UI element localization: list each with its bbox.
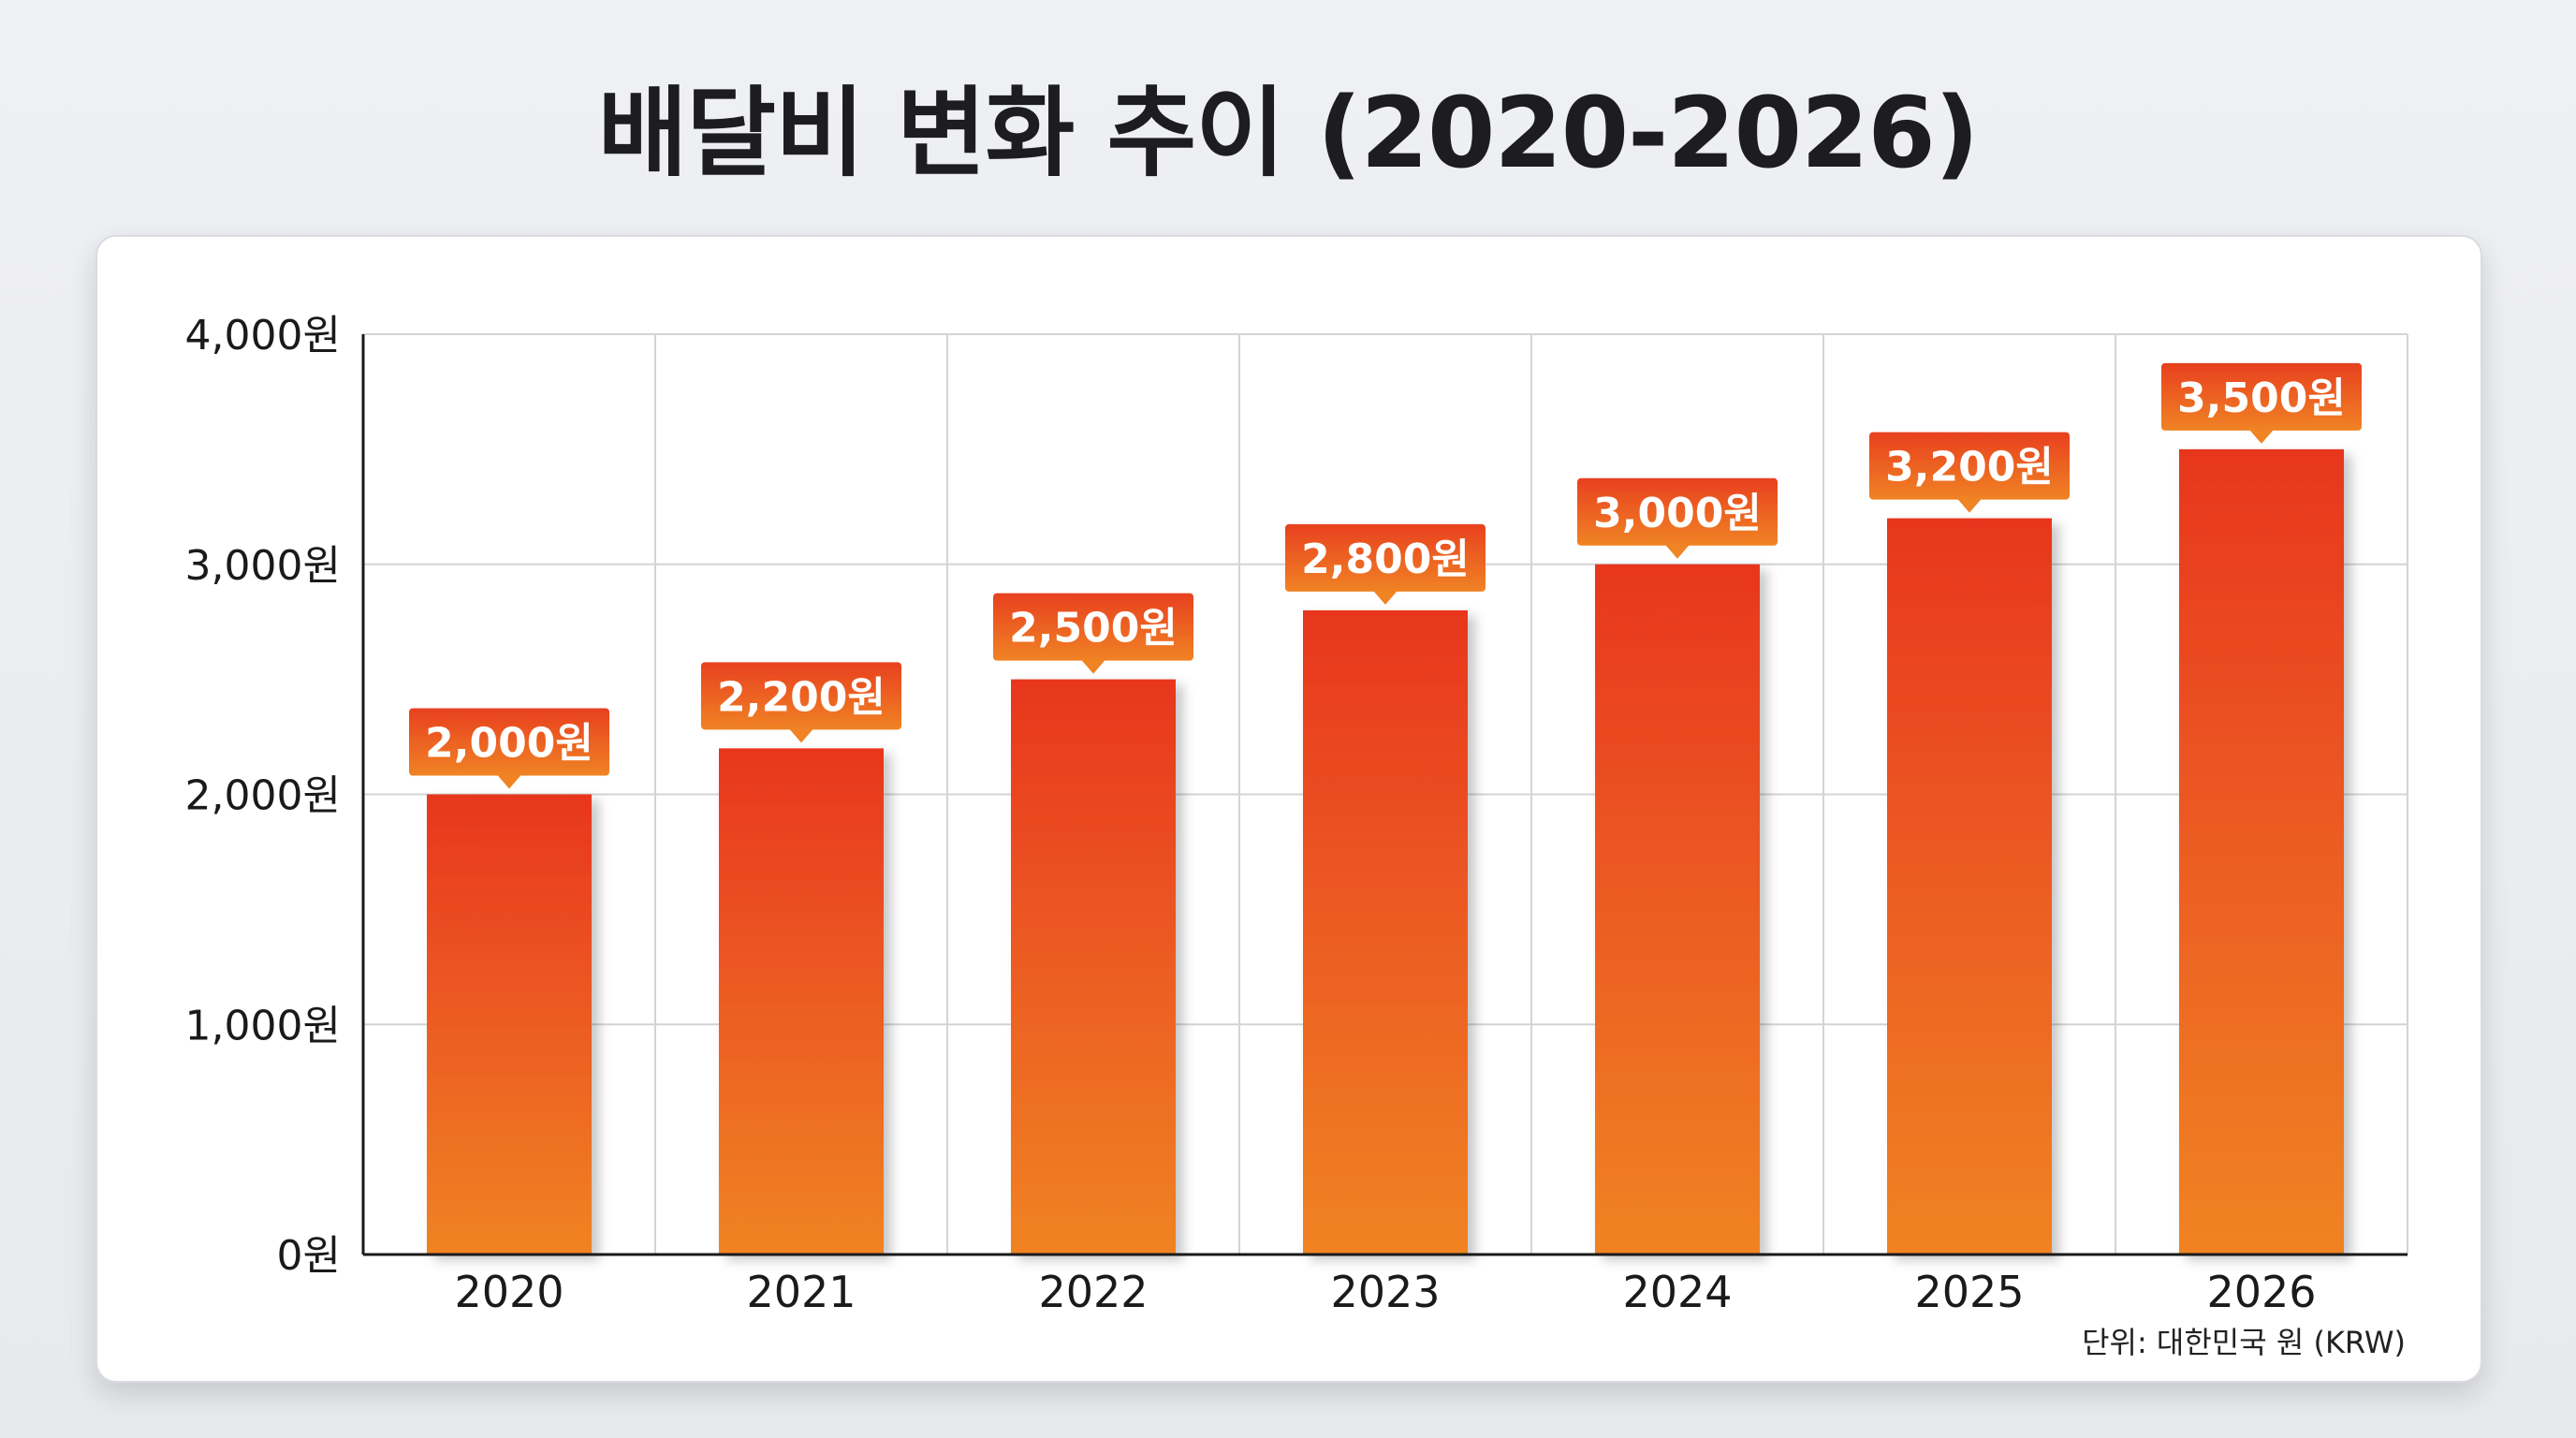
value-label-2025: 3,200원 <box>1869 432 2070 513</box>
x-tick-label: 2021 <box>746 1267 856 1317</box>
value-label-text: 3,200원 <box>1885 444 2054 492</box>
value-label-text: 2,000원 <box>425 720 593 768</box>
value-label-pointer <box>789 728 813 743</box>
value-label-pointer <box>2249 429 2274 444</box>
unit-note: 단위: 대한민국 원 (KRW) <box>2082 1325 2406 1360</box>
bar-2020 <box>427 794 592 1255</box>
value-label-box <box>701 662 901 730</box>
value-label-pointer <box>1373 590 1398 605</box>
value-label-2023: 2,800원 <box>1285 523 1486 605</box>
bar-2021 <box>719 748 884 1255</box>
chart-card: 2,000원 2,200원 2,500원 2,800원 3,000원 3,200원 3,50… <box>95 235 2482 1383</box>
value-label-2026: 3,500원 <box>2161 362 2362 444</box>
value-label-pointer <box>1665 544 1690 559</box>
y-tick-label: 0원 <box>277 1232 341 1280</box>
value-label-text: 3,000원 <box>1593 490 1762 537</box>
value-label-2020: 2,000원 <box>409 708 609 789</box>
value-label-text: 2,800원 <box>1301 536 1470 583</box>
value-label-box <box>1577 477 1778 546</box>
bar-chart: 2,000원 2,200원 2,500원 2,800원 3,000원 3,200원 3,50… <box>185 312 2408 1317</box>
y-tick-label: 2,000원 <box>185 772 341 820</box>
value-label-pointer <box>1081 659 1105 674</box>
value-label-box <box>1869 432 2070 500</box>
value-label-box <box>993 593 1193 661</box>
x-tick-label: 2025 <box>1914 1267 2024 1317</box>
value-labels: 2,000원 2,200원 2,500원 2,800원 3,000원 3,200원 3,50… <box>409 362 2362 789</box>
y-tick-label: 3,000원 <box>185 542 341 590</box>
y-tick-label: 4,000원 <box>185 312 341 360</box>
value-label-2021: 2,200원 <box>701 662 901 743</box>
value-label-box <box>2161 362 2362 431</box>
bar-2022 <box>1011 679 1176 1255</box>
axes: 0원 1,000원 2,000원 3,000원 4,000원 2020 2021 2022 20… <box>185 312 2408 1317</box>
bar-2026 <box>2179 448 2344 1255</box>
bar-2025 <box>1887 518 2052 1255</box>
value-label-text: 2,500원 <box>1009 605 1178 653</box>
value-label-text: 3,500원 <box>2177 374 2346 422</box>
value-label-text: 2,200원 <box>717 673 886 721</box>
bar-2023 <box>1303 609 1468 1255</box>
value-label-box <box>409 708 609 776</box>
chart-title: 배달비 변화 추이 (2020-2026) <box>597 76 1980 190</box>
x-tick-label: 2026 <box>2206 1267 2316 1317</box>
x-tick-label: 2024 <box>1622 1267 1732 1317</box>
x-tick-label: 2023 <box>1330 1267 1440 1317</box>
value-label-pointer <box>1957 498 1982 513</box>
value-label-pointer <box>497 774 521 789</box>
y-tick-label: 1,000원 <box>185 1002 341 1049</box>
bar-2024 <box>1595 564 1760 1255</box>
x-tick-label: 2020 <box>454 1267 564 1317</box>
x-tick-label: 2022 <box>1038 1267 1148 1317</box>
value-label-2024: 3,000원 <box>1577 477 1778 559</box>
value-label-2022: 2,500원 <box>993 593 1193 674</box>
value-label-box <box>1285 523 1486 592</box>
bars <box>427 448 2344 1255</box>
